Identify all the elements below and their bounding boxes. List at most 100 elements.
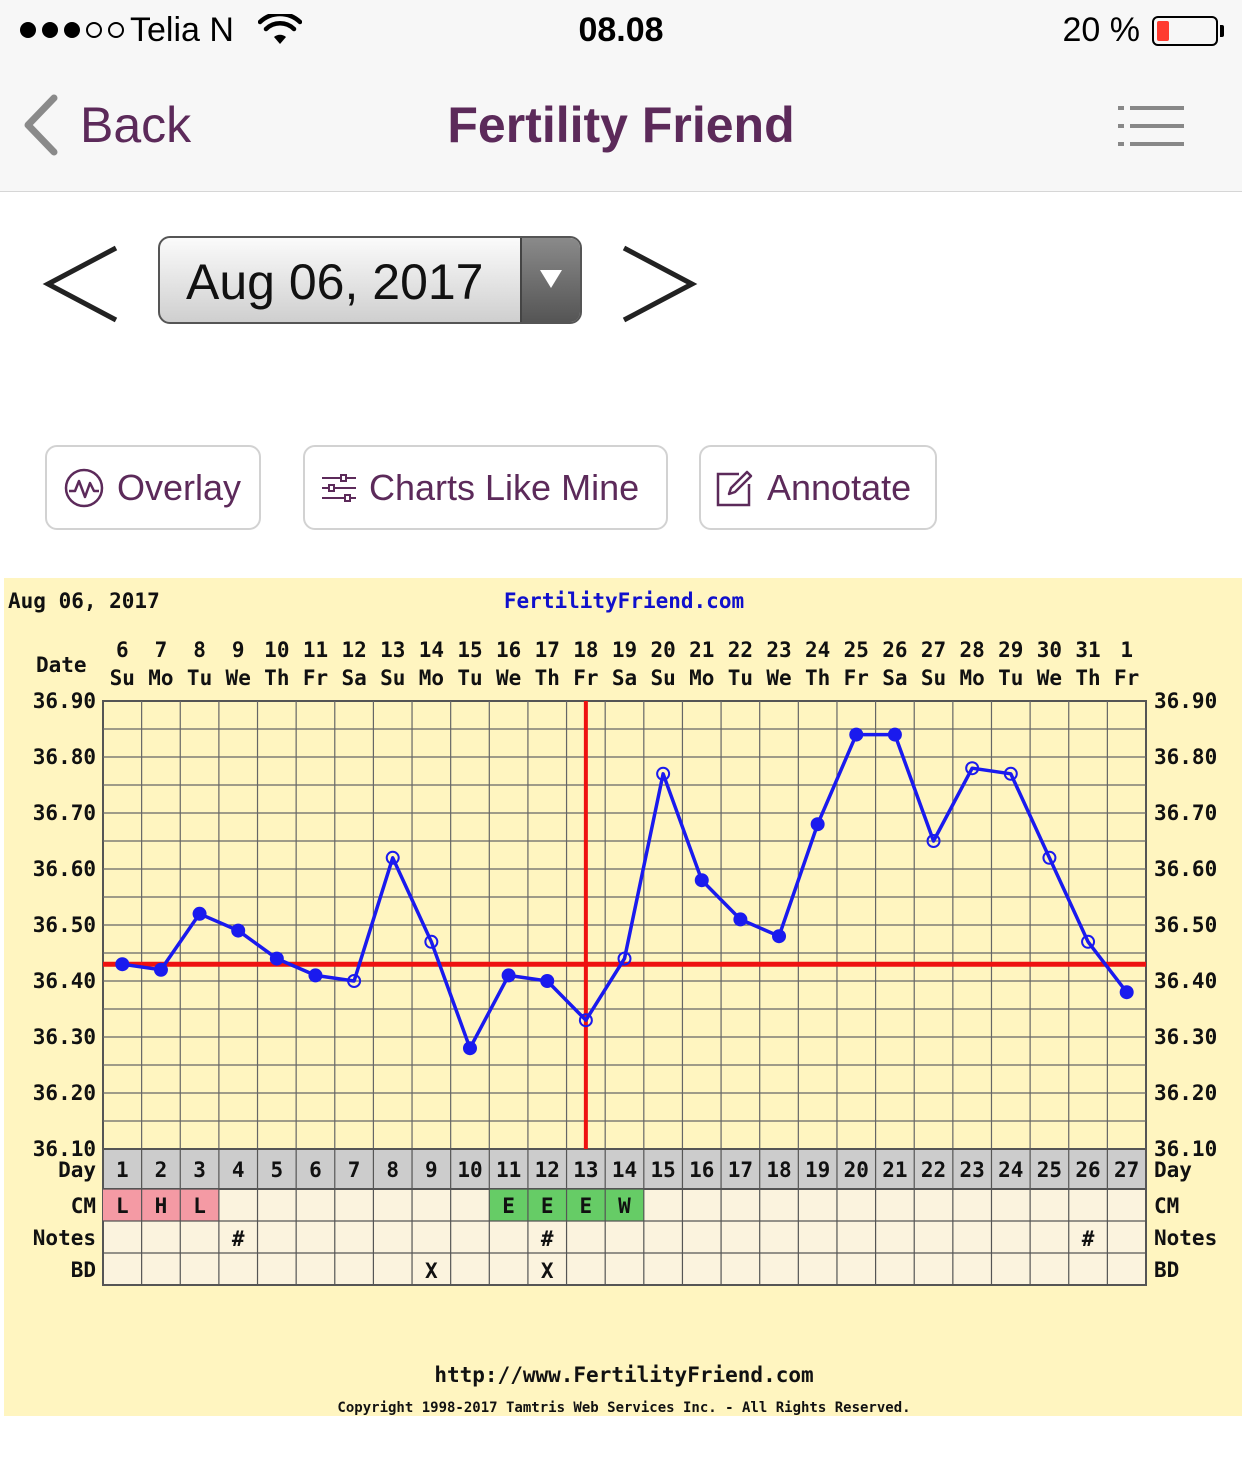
battery-tip: [1220, 25, 1224, 37]
y-tick-label-left: 36.70: [33, 801, 96, 825]
cycle-day-label: 26: [1075, 1158, 1100, 1182]
cm-cell-highlight: [141, 1189, 181, 1221]
cycle-day-label: 16: [689, 1158, 714, 1182]
cycle-day-label: 4: [232, 1158, 245, 1182]
weekday-tick-label: Tu: [187, 666, 212, 690]
temperature-point: [656, 766, 671, 781]
weekday-tick-label: Su: [921, 666, 946, 690]
y-tick-label-left: 36.90: [33, 689, 96, 713]
temperature-point: [1119, 985, 1134, 1000]
temperature-point: [617, 951, 632, 966]
cycle-day-label: 9: [425, 1158, 438, 1182]
cycle-day-label: 22: [921, 1158, 946, 1182]
cycle-day-label: 8: [386, 1158, 399, 1182]
y-tick-label-left: 36.10: [33, 1137, 96, 1161]
cm-entry: H: [155, 1194, 168, 1218]
cm-cell-highlight: [103, 1189, 142, 1221]
date-tick-label: 29: [998, 638, 1023, 662]
cm-cell-highlight: [489, 1189, 528, 1221]
sliders-icon: [322, 473, 356, 502]
weekday-tick-label: We: [226, 666, 251, 690]
overlay-button[interactable]: Overlay: [45, 445, 261, 530]
triangle-down-icon: [540, 270, 562, 288]
temperature-point: [926, 834, 941, 848]
date-tick-label: 12: [341, 638, 366, 662]
bbt-chart: Aug 06, 2017 FertilityFriend.com Date 6 7…: [4, 578, 1242, 1416]
y-tick-label-left: 36.40: [33, 969, 96, 993]
bd-entry: X: [541, 1259, 554, 1283]
temperature-point: [115, 957, 130, 972]
cycle-day-label: 2: [155, 1158, 168, 1182]
temperature-point: [1081, 934, 1096, 949]
battery-percentage: 20 %: [1062, 11, 1141, 49]
chart-site-label: FertilityFriend.com: [504, 589, 744, 613]
back-button[interactable]: Back: [22, 90, 191, 160]
weekday-tick-label: Fr: [1114, 666, 1139, 690]
cm-entry: L: [193, 1194, 206, 1218]
y-tick-label-left: 36.50: [33, 913, 96, 937]
weekday-tick-label: Su: [650, 666, 675, 690]
carrier-name: Telia N: [130, 11, 234, 49]
temperature-point: [501, 968, 516, 983]
cycle-day-label: 24: [998, 1158, 1023, 1182]
dropdown-button[interactable]: [520, 238, 580, 322]
temperature-point: [462, 1041, 477, 1056]
date-select[interactable]: Aug 06, 2017: [158, 236, 582, 324]
y-tick-label-left: 36.80: [33, 745, 96, 769]
cm-entry: E: [502, 1194, 515, 1218]
charts-like-mine-button[interactable]: Charts Like Mine: [303, 445, 668, 530]
date-tick-label: 27: [921, 638, 946, 662]
clock: 08.08: [578, 11, 664, 49]
list-icon[interactable]: [1116, 104, 1186, 148]
weekday-tick-label: Fr: [303, 666, 328, 690]
day-row-label-right: Day: [1154, 1158, 1192, 1182]
bd-row-label-left: BD: [71, 1258, 96, 1282]
weekday-tick-label: Th: [535, 666, 560, 690]
temperature-point: [231, 923, 246, 938]
y-tick-label-left: 36.30: [33, 1025, 96, 1049]
weekday-tick-label: We: [1037, 666, 1062, 690]
weekday-tick-label: We: [496, 666, 521, 690]
weekday-tick-label: We: [766, 666, 791, 690]
temperature-point: [540, 974, 555, 988]
y-tick-label-right: 36.60: [1154, 857, 1217, 881]
date-tick-label: 23: [766, 638, 791, 662]
date-tick-label: 10: [264, 638, 289, 662]
date-tick-label: 18: [573, 638, 598, 662]
temperature-point: [192, 906, 207, 921]
y-tick-label-right: 36.20: [1154, 1081, 1217, 1105]
weekday-tick-label: Mo: [960, 666, 985, 690]
cm-entry: E: [580, 1194, 593, 1218]
date-tick-label: 13: [380, 638, 405, 662]
temperature-point: [733, 912, 748, 927]
weekday-tick-label: Su: [380, 666, 405, 690]
weekday-tick-label: Sa: [341, 666, 366, 690]
day-row-label-left: Day: [58, 1158, 96, 1182]
cycle-day-label: 20: [844, 1158, 869, 1182]
temperature-point: [347, 974, 362, 988]
date-tick-label: 28: [960, 638, 985, 662]
cycle-day-label: 18: [766, 1158, 791, 1182]
overlay-label: Overlay: [117, 466, 242, 508]
temperature-point: [424, 934, 439, 949]
date-tick-label: 20: [650, 638, 675, 662]
chart-copyright: Copyright 1998-2017 Tamtris Web Services…: [337, 1400, 910, 1416]
temperature-point: [965, 761, 980, 776]
weekday-tick-label: Mo: [148, 666, 173, 690]
cycle-day-label: 15: [650, 1158, 675, 1182]
y-tick-label-right: 36.70: [1154, 801, 1217, 825]
cycle-day-label: 11: [496, 1158, 521, 1182]
temperature-point: [308, 968, 323, 983]
next-date-button[interactable]: [616, 240, 700, 330]
temperature-point: [153, 962, 168, 977]
date-tick-label: 21: [689, 638, 714, 662]
cycle-day-label: 3: [193, 1158, 206, 1182]
annotate-button[interactable]: Annotate: [699, 445, 937, 530]
cycle-day-label: 19: [805, 1158, 830, 1182]
page-title: Fertility Friend: [447, 97, 795, 153]
previous-date-button[interactable]: [40, 240, 124, 330]
date-tick-label: 1: [1120, 638, 1133, 662]
y-tick-label-left: 36.60: [33, 857, 96, 881]
temperature-point: [810, 817, 825, 832]
temperature-line: [122, 732, 1129, 1050]
